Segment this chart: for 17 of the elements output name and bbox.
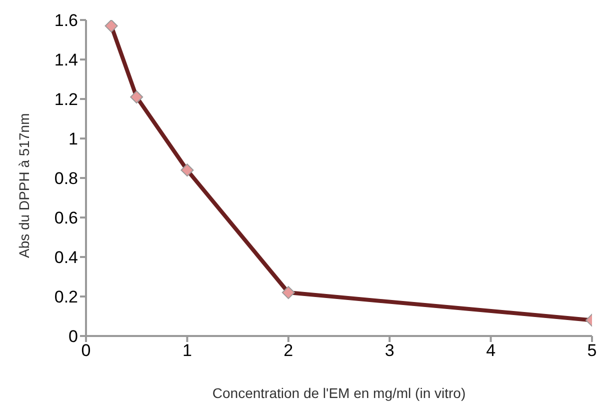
y-tick-label: 1.6: [54, 11, 78, 30]
x-tick-label: 5: [587, 341, 597, 360]
y-tick-label: 0.8: [54, 169, 78, 188]
y-tick-label: 1.2: [54, 90, 78, 110]
y-tick-label: 0: [68, 327, 78, 346]
x-tick-label: 1: [182, 341, 192, 360]
y-tick-label: 0.4: [54, 248, 78, 268]
x-tick-label: 3: [384, 341, 394, 360]
x-axis-title: Concentration de l'EM en mg/ml (in vitro): [212, 385, 466, 401]
x-tick-label: 4: [486, 341, 496, 360]
y-tick-label: 1.4: [54, 50, 78, 70]
x-tick-label: 2: [284, 341, 294, 360]
y-axis-title: Abs du DPPH à 517nm: [16, 113, 32, 258]
y-tick-label: 1: [68, 130, 78, 149]
x-tick-label: 0: [81, 341, 91, 360]
y-tick-label: 0.6: [54, 208, 78, 228]
y-tick-label: 0.2: [54, 288, 78, 307]
